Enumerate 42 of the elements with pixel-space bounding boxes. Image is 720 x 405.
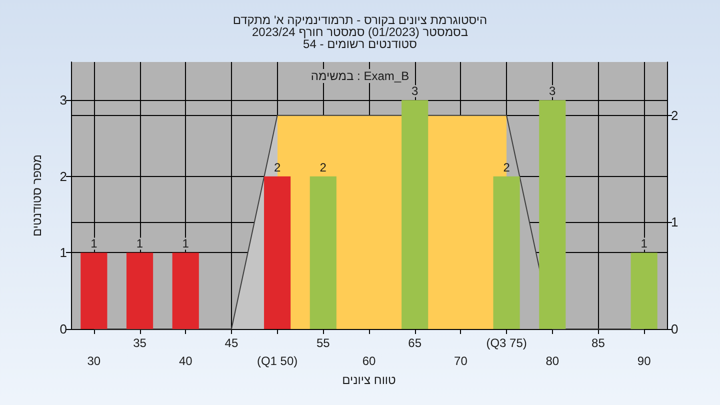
bar	[539, 100, 566, 329]
chart-title: היסטוגרמת ציונים בקורס - תרמודינמיקה א' מתקדם	[232, 13, 488, 27]
y2-tick-label: 2	[671, 108, 678, 123]
bar	[630, 252, 658, 329]
data-label: 2	[503, 160, 510, 174]
x-tick-label: 85	[592, 336, 606, 350]
data-label: 3	[412, 84, 418, 98]
data-label: 1	[182, 236, 190, 251]
x-axis-title: טווח ציונים	[342, 373, 396, 387]
x-tick-label: 90	[637, 354, 652, 368]
bar	[80, 252, 108, 329]
y2-tick-label: 0	[671, 322, 678, 336]
y-axis-title: מספר סטודנטים	[30, 154, 44, 237]
x-tick-label: 60	[362, 354, 376, 368]
y-tick-label: 2	[60, 168, 67, 184]
x-tick-label: 40	[178, 354, 193, 368]
y2-tick-label: 1	[671, 214, 678, 230]
annotation: במשימה : Exam_B	[310, 69, 410, 83]
chart-subtitle: בסמסטר (01/2023) סמסטר חורף 2023/24 סטודנטים רשומים - 54	[252, 25, 468, 51]
x-tick-label: (Q1 50)	[256, 354, 298, 368]
x-tick-label: 80	[546, 354, 560, 368]
x-tick-label: 30	[87, 354, 101, 368]
y-tick-label: 1	[60, 245, 67, 260]
data-label: 3	[549, 84, 556, 98]
bar	[126, 252, 154, 329]
data-label: 1	[136, 236, 144, 251]
data-label: 1	[640, 236, 648, 251]
bar	[310, 176, 336, 329]
x-tick-label: 55	[316, 336, 330, 350]
x-tick-label: (Q3 75)	[486, 336, 527, 350]
x-tick-label: 35	[133, 336, 147, 350]
bar	[493, 176, 520, 329]
bar	[402, 100, 428, 329]
y-tick-label: 3	[60, 92, 67, 108]
x-tick-label: 70	[454, 354, 468, 368]
y-tick-label: 0	[60, 322, 67, 336]
x-tick-label: 45	[224, 336, 238, 350]
data-label: 1	[90, 236, 98, 251]
data-label: 2	[320, 160, 327, 174]
bar	[264, 176, 291, 329]
x-tick-label: 65	[408, 336, 422, 350]
bar	[172, 252, 199, 329]
